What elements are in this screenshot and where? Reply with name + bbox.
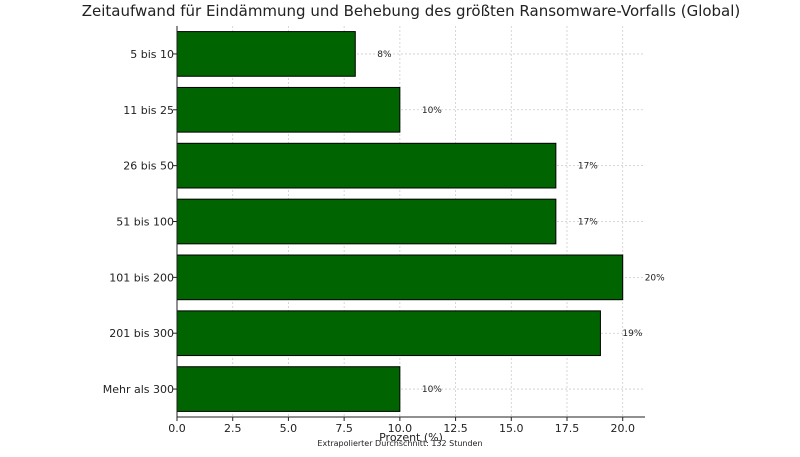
y-category-label: Mehr als 300	[103, 383, 174, 396]
x-tick-label: 7.5	[335, 422, 353, 435]
x-tick-label: 20.0	[610, 422, 635, 435]
bar	[176, 310, 601, 357]
y-category-label: 26 bis 50	[123, 160, 174, 173]
x-tick-label: 12.5	[443, 422, 468, 435]
y-category-label: 51 bis 100	[116, 216, 174, 229]
x-tick-label: 2.5	[224, 422, 242, 435]
bar	[176, 142, 557, 189]
bar-value-label: 17%	[578, 218, 598, 228]
bar	[176, 366, 401, 412]
y-categories: 5 bis 10 11 bis 25 26 bis 50 51 bis 100 101 …	[103, 48, 177, 396]
bar-value-label: 10%	[422, 385, 442, 395]
y-category-label: 201 bis 300	[109, 327, 174, 340]
y-category-label: 5 bis 10	[130, 48, 174, 61]
footnote: Extrapolierter Durchschnitt: 132 Stunden	[317, 439, 482, 448]
bar-value-label: 8%	[377, 50, 392, 60]
x-tick-label: 0.0	[168, 422, 186, 435]
data-labels: 8% 10% 17% 17% 20% 19% 10%	[377, 50, 665, 395]
bar-value-label: 20%	[645, 273, 665, 283]
bar-value-label: 19%	[622, 329, 642, 339]
y-category-label: 11 bis 25	[123, 104, 174, 117]
x-tick-label: 10.0	[388, 422, 413, 435]
bar-value-label: 10%	[422, 106, 442, 116]
chart-title: Zeitaufwand für Eindämmung und Behebung …	[82, 2, 741, 20]
x-tick-label: 17.5	[555, 422, 580, 435]
x-tick-label: 5.0	[280, 422, 298, 435]
bar	[176, 198, 557, 245]
bar	[176, 31, 356, 77]
bar-value-label: 17%	[578, 162, 598, 172]
x-tick-label: 15.0	[499, 422, 524, 435]
bar	[176, 86, 401, 133]
bars	[176, 31, 624, 412]
bar	[176, 254, 624, 301]
x-axis-label: Prozent (%)	[379, 431, 443, 444]
x-ticks: 0.0 2.5 5.0 7.5 10.0 12.5 15.0 17.5 20.0	[168, 417, 635, 435]
y-category-label: 101 bis 200	[109, 271, 174, 284]
